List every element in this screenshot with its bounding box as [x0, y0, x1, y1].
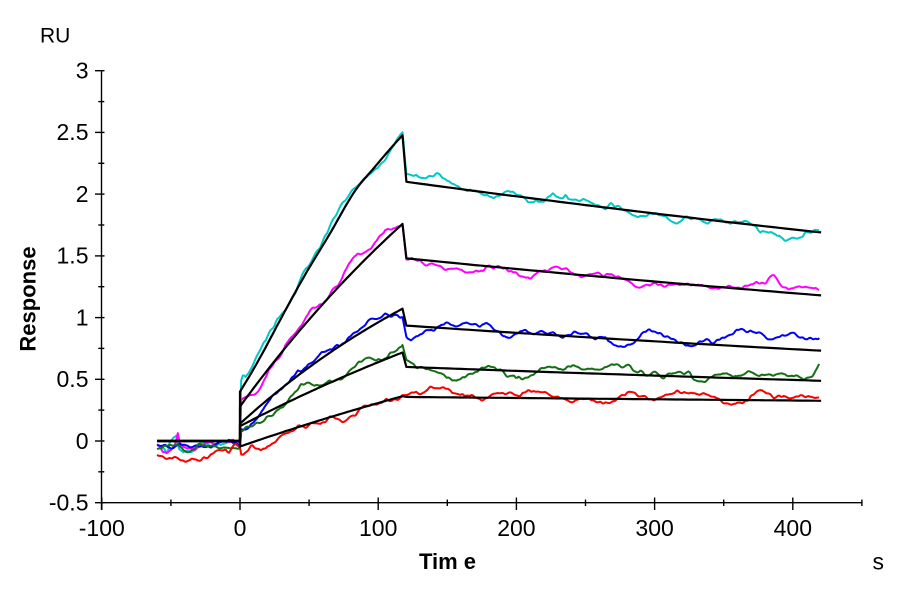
- svg-text:0.5: 0.5: [57, 366, 89, 392]
- svg-text:Tim e: Tim e: [419, 549, 476, 574]
- svg-text:2: 2: [76, 181, 89, 207]
- svg-text:1.5: 1.5: [57, 243, 89, 269]
- svg-text:100: 100: [359, 515, 397, 541]
- svg-text:Response: Response: [16, 246, 41, 351]
- svg-text:-100: -100: [79, 515, 125, 541]
- svg-text:1: 1: [76, 304, 89, 330]
- svg-text:s: s: [873, 549, 885, 575]
- svg-text:-0.5: -0.5: [49, 490, 89, 516]
- svg-text:300: 300: [635, 515, 673, 541]
- svg-text:400: 400: [774, 515, 812, 541]
- svg-text:2.5: 2.5: [57, 119, 89, 145]
- svg-text:3: 3: [76, 58, 89, 84]
- svg-text:0: 0: [234, 515, 247, 541]
- svg-text:200: 200: [497, 515, 535, 541]
- svg-text:RU: RU: [40, 25, 70, 48]
- svg-text:0: 0: [76, 428, 89, 454]
